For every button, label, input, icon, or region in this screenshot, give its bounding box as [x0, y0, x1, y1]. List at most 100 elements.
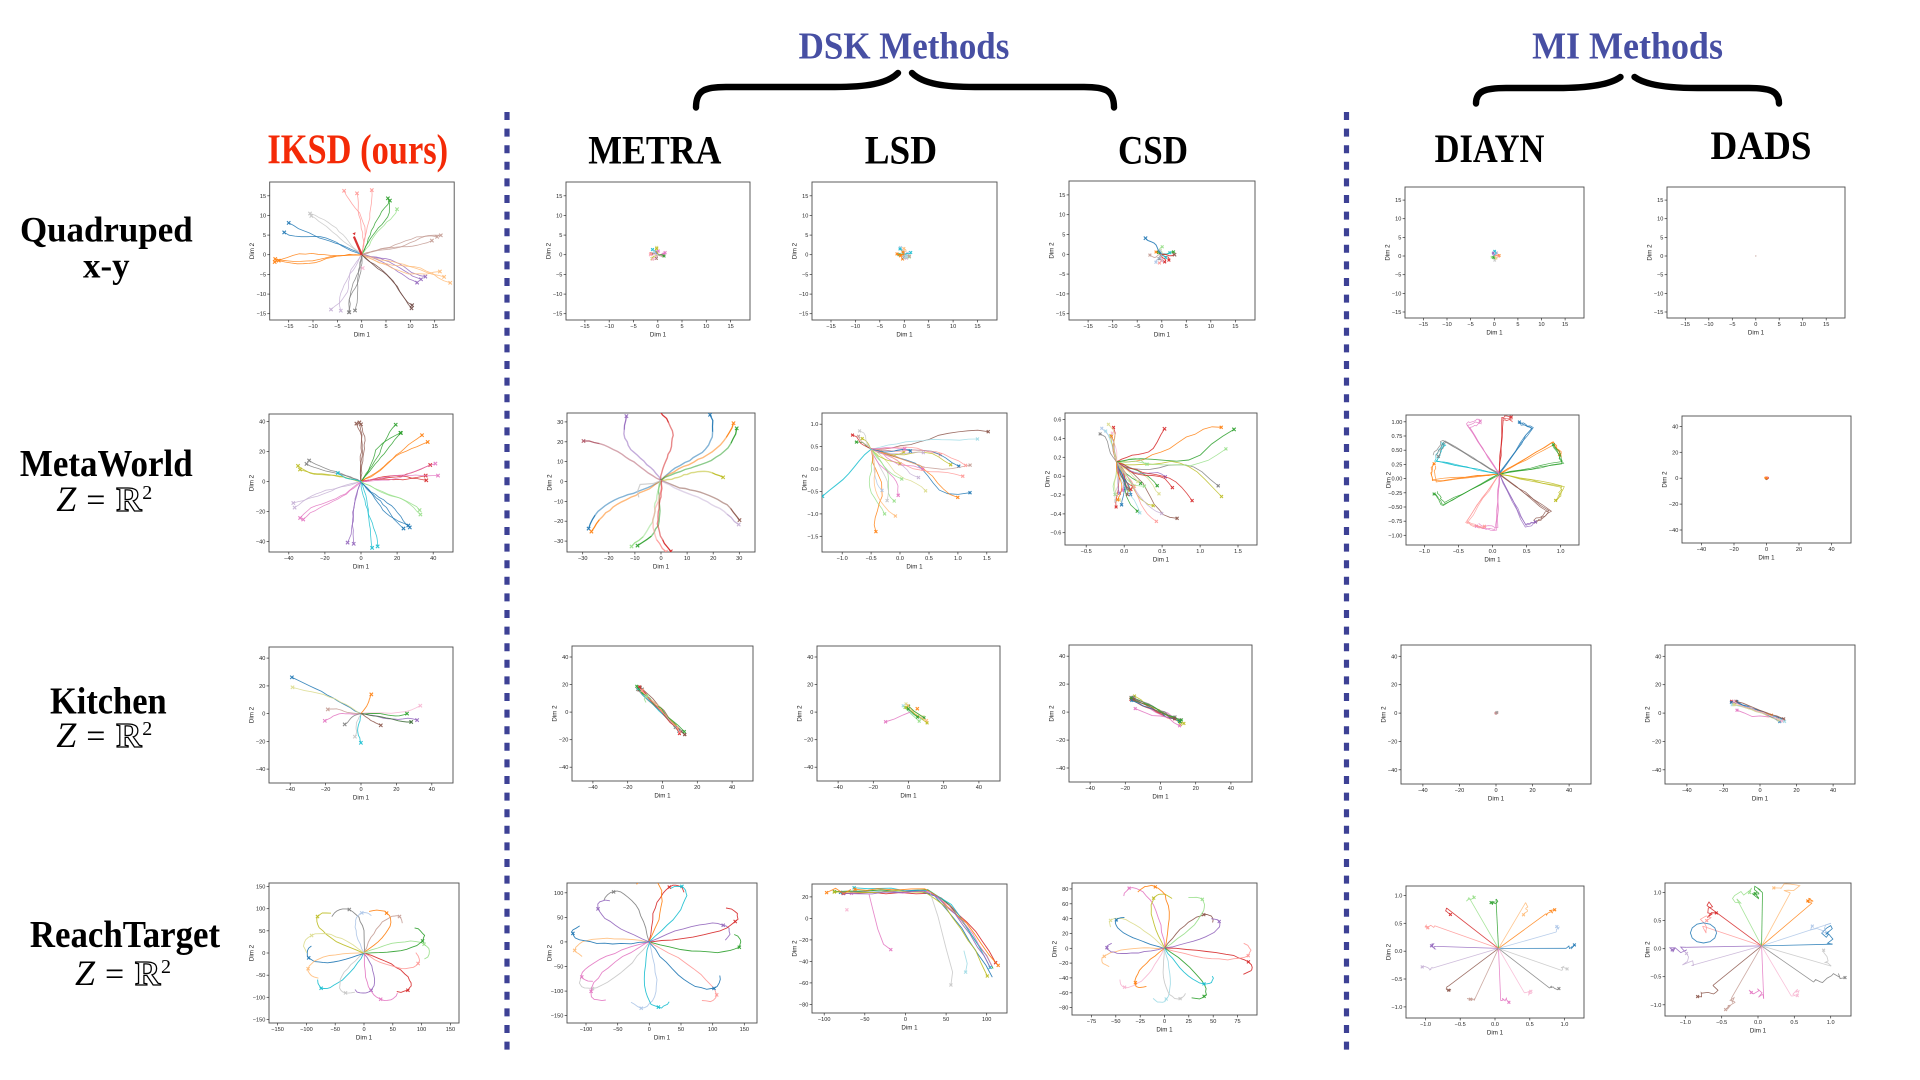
svg-text:Dim 2: Dim 2 [1386, 943, 1393, 960]
svg-text:0: 0 [656, 324, 659, 330]
svg-text:−40: −40 [1682, 788, 1692, 794]
svg-text:20: 20 [807, 683, 813, 689]
svg-text:0.4: 0.4 [1054, 437, 1062, 443]
svg-text:0.5: 0.5 [1523, 549, 1531, 555]
svg-text:30: 30 [736, 556, 742, 562]
svg-text:40: 40 [1062, 917, 1068, 923]
svg-text:5: 5 [559, 233, 562, 239]
svg-text:−40: −40 [284, 556, 294, 562]
svg-text:Dim 2: Dim 2 [249, 944, 256, 961]
svg-text:−15: −15 [284, 324, 294, 330]
svg-text:Dim 2: Dim 2 [546, 242, 553, 259]
svg-text:LSD: LSD [865, 129, 937, 172]
svg-text:Dim 1: Dim 1 [353, 564, 370, 571]
svg-text:−20: −20 [1729, 547, 1739, 553]
svg-text:−1.0: −1.0 [1650, 1003, 1661, 1009]
svg-text:Dim 2: Dim 2 [1045, 470, 1052, 487]
svg-text:−50: −50 [554, 965, 564, 971]
svg-text:−0.5: −0.5 [1453, 549, 1464, 555]
svg-text:−5: −5 [630, 324, 636, 330]
svg-text:20: 20 [259, 450, 265, 456]
svg-text:150: 150 [256, 885, 265, 891]
svg-text:Dim 2: Dim 2 [249, 706, 256, 723]
svg-text:0.5: 0.5 [1158, 549, 1166, 555]
svg-text:10: 10 [684, 556, 690, 562]
svg-text:−0.5: −0.5 [1391, 977, 1402, 983]
svg-text:=: = [86, 718, 105, 755]
svg-text:0: 0 [359, 556, 362, 562]
svg-text:−20: −20 [554, 519, 564, 525]
svg-text:−25: −25 [1135, 1019, 1145, 1025]
svg-text:0.00: 0.00 [1392, 477, 1403, 483]
svg-text:Dim 1: Dim 1 [900, 793, 917, 800]
svg-text:20: 20 [802, 895, 808, 901]
svg-text:Dim 1: Dim 1 [654, 793, 671, 800]
svg-text:Dim 2: Dim 2 [1385, 244, 1392, 261]
svg-text:Dim 1: Dim 1 [353, 795, 370, 802]
svg-text:5: 5 [927, 324, 930, 330]
svg-text:150: 150 [740, 1027, 749, 1033]
svg-text:0.5: 0.5 [925, 556, 933, 562]
svg-text:−20: −20 [804, 738, 814, 744]
svg-text:Dim 2: Dim 2 [797, 705, 804, 722]
svg-text:5: 5 [1062, 233, 1065, 239]
svg-text:−40: −40 [799, 959, 809, 965]
svg-text:0: 0 [262, 951, 265, 957]
svg-text:15: 15 [1059, 193, 1065, 199]
svg-text:−20: −20 [1059, 961, 1069, 967]
svg-text:Dim 1: Dim 1 [896, 332, 913, 339]
svg-text:10: 10 [1208, 324, 1214, 330]
svg-text:1.0: 1.0 [811, 422, 819, 428]
svg-text:0.0: 0.0 [1754, 1020, 1762, 1026]
svg-text:Dim 2: Dim 2 [1049, 705, 1056, 722]
svg-text:−5: −5 [334, 324, 340, 330]
svg-text:−10: −10 [554, 499, 564, 505]
svg-text:20: 20 [1059, 682, 1065, 688]
svg-text:50: 50 [943, 1017, 949, 1023]
svg-text:0: 0 [1754, 322, 1757, 328]
svg-text:−10: −10 [257, 292, 267, 298]
svg-text:−10: −10 [1442, 322, 1452, 328]
svg-text:−20: −20 [604, 556, 614, 562]
svg-text:Dim 1: Dim 1 [901, 1025, 918, 1032]
svg-text:5: 5 [384, 324, 387, 330]
svg-text:−100: −100 [818, 1017, 831, 1023]
svg-text:0: 0 [1163, 1019, 1166, 1025]
svg-text:10: 10 [1538, 322, 1544, 328]
svg-text:Dim 1: Dim 1 [1484, 557, 1501, 564]
svg-text:−40: −40 [1056, 766, 1066, 772]
svg-text:0: 0 [1493, 322, 1496, 328]
svg-text:5: 5 [680, 324, 683, 330]
svg-text:−15: −15 [1681, 322, 1691, 328]
svg-text:Dim 1: Dim 1 [653, 564, 670, 571]
svg-text:−1.5: −1.5 [807, 534, 818, 540]
svg-text:−20: −20 [1056, 738, 1066, 744]
svg-text:1.0: 1.0 [954, 556, 962, 562]
svg-text:40: 40 [1672, 424, 1678, 430]
svg-text:0.5: 0.5 [1526, 1022, 1534, 1028]
svg-text:−10: −10 [308, 324, 318, 330]
svg-text:40: 40 [729, 785, 735, 791]
svg-text:DSK Methods: DSK Methods [799, 24, 1010, 67]
svg-text:Dim 1: Dim 1 [1750, 1028, 1767, 1035]
svg-text:−40: −40 [256, 767, 266, 773]
svg-text:−40: −40 [588, 785, 598, 791]
svg-text:−40: −40 [1059, 976, 1069, 982]
svg-text:−1.0: −1.0 [1420, 1022, 1431, 1028]
svg-text:−0.50: −0.50 [1388, 505, 1402, 511]
svg-text:−50: −50 [613, 1027, 623, 1033]
svg-text:0: 0 [810, 710, 813, 716]
svg-text:−80: −80 [799, 1002, 809, 1008]
svg-text:Dim 1: Dim 1 [1156, 1027, 1173, 1034]
svg-text:−0.5: −0.5 [807, 490, 818, 496]
svg-text:0: 0 [1660, 254, 1663, 260]
svg-text:20: 20 [694, 785, 700, 791]
svg-text:50: 50 [557, 915, 563, 921]
svg-text:Dim 1: Dim 1 [1748, 330, 1765, 337]
svg-text:10: 10 [802, 213, 808, 219]
svg-text:−1.0: −1.0 [807, 512, 818, 518]
svg-text:−5: −5 [1059, 272, 1065, 278]
svg-text:Dim 1: Dim 1 [1752, 796, 1769, 803]
svg-text:20: 20 [1062, 931, 1068, 937]
svg-text:80: 80 [1062, 887, 1068, 893]
